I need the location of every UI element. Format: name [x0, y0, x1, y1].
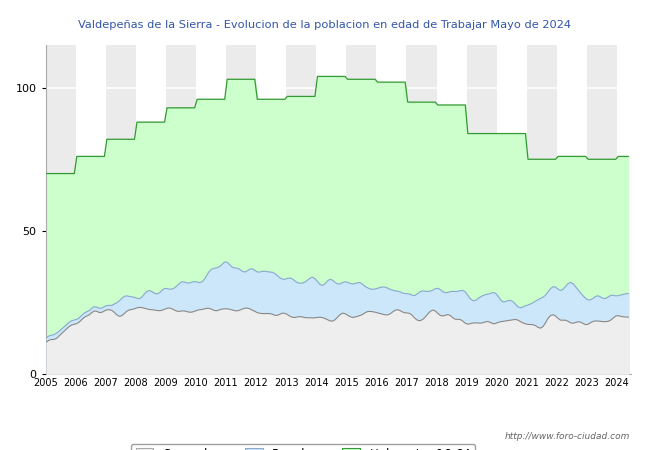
Bar — [346, 45, 376, 374]
Bar — [166, 45, 196, 374]
Bar — [406, 45, 437, 374]
Bar — [467, 45, 497, 374]
Bar — [46, 45, 75, 374]
Bar — [286, 45, 316, 374]
Legend: Ocupados, Parados, Hab. entre 16-64: Ocupados, Parados, Hab. entre 16-64 — [131, 444, 475, 450]
Bar — [226, 45, 256, 374]
Bar — [587, 45, 617, 374]
Text: http://www.foro-ciudad.com: http://www.foro-ciudad.com — [505, 432, 630, 441]
Bar — [106, 45, 136, 374]
Text: Valdepeñas de la Sierra - Evolucion de la poblacion en edad de Trabajar Mayo de : Valdepeñas de la Sierra - Evolucion de l… — [79, 20, 571, 30]
Bar — [526, 45, 557, 374]
